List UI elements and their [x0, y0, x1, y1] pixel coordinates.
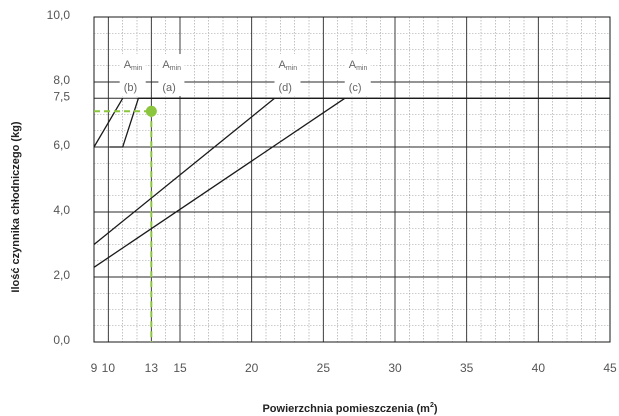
x-axis-label-tail: ) [434, 403, 438, 415]
annotation-amin-main: A [162, 59, 170, 71]
annotation-tag-2: (d) [279, 82, 292, 94]
x-axis-label-sup: 2 [430, 402, 434, 409]
annotation-bg [119, 54, 146, 96]
annotation-amin-main: A [124, 59, 132, 71]
highlight-point [145, 105, 157, 117]
y-tick-label: 7,5 [53, 89, 70, 103]
series-line-d [93, 97, 276, 246]
annotation-amin-sub: min [286, 65, 297, 72]
y-tick-label: 2,0 [53, 268, 70, 282]
series-line-a [109, 97, 610, 148]
annotation-amin-label: Amin [279, 59, 298, 72]
annotation-amin-label: Amin [162, 59, 181, 72]
x-tick-label: 40 [532, 361, 546, 375]
annotation-bg [344, 54, 371, 96]
highlight-guides [94, 105, 157, 342]
y-axis-label: Ilość czynnika chłodniczego (kg) [10, 121, 22, 292]
annotation-tag-3: (c) [349, 82, 362, 94]
annotation-tag-0: (b) [124, 82, 137, 94]
x-tick-label: 30 [388, 361, 402, 375]
x-tick-label: 20 [245, 361, 259, 375]
x-tick-label: 25 [317, 361, 331, 375]
x-tick-label: 9 [91, 361, 98, 375]
annotation-amin-sub: min [131, 65, 142, 72]
annotation-amin-label: Amin [349, 59, 368, 72]
x-tick-label: 15 [173, 361, 187, 375]
annotation-amin-main: A [279, 59, 287, 71]
x-axis-label: Powierzchnia pomieszczenia (m2) [262, 402, 437, 415]
annotation-bg [274, 54, 301, 96]
x-tick-labels: 9 10 13 15 20 25 30 35 40 45 [91, 361, 617, 375]
annotation-amin-main: A [349, 59, 357, 71]
x-tick-label: 35 [460, 361, 474, 375]
x-tick-label: 45 [603, 361, 617, 375]
annotation-amin-sub: min [356, 65, 367, 72]
y-tick-label: 8,0 [53, 73, 70, 87]
x-axis-label-main: Powierzchnia pomieszczenia (m [262, 403, 430, 415]
series-line-c [93, 97, 346, 268]
y-tick-label: 4,0 [53, 203, 70, 217]
major-grid [93, 16, 611, 343]
annotation-amin-sub: min [170, 65, 181, 72]
amin-annotations: Amin (b) Amin (a) Amin (d) Amin (c) [119, 54, 371, 96]
series-lines [93, 97, 610, 268]
x-tick-label: 10 [102, 361, 116, 375]
plot-frame [93, 16, 611, 343]
y-tick-label: 0,0 [53, 333, 70, 347]
annotation-tag-1: (a) [162, 82, 175, 94]
annotation-amin-label: Amin [124, 59, 143, 72]
y-tick-label: 10,0 [47, 8, 71, 22]
annotation-bg [158, 54, 185, 96]
x-tick-label: 13 [145, 361, 159, 375]
series-line-b [93, 97, 124, 148]
y-tick-label: 6,0 [53, 138, 70, 152]
y-tick-labels: 0,0 2,0 4,0 6,0 7,5 8,0 10,0 [47, 8, 71, 347]
